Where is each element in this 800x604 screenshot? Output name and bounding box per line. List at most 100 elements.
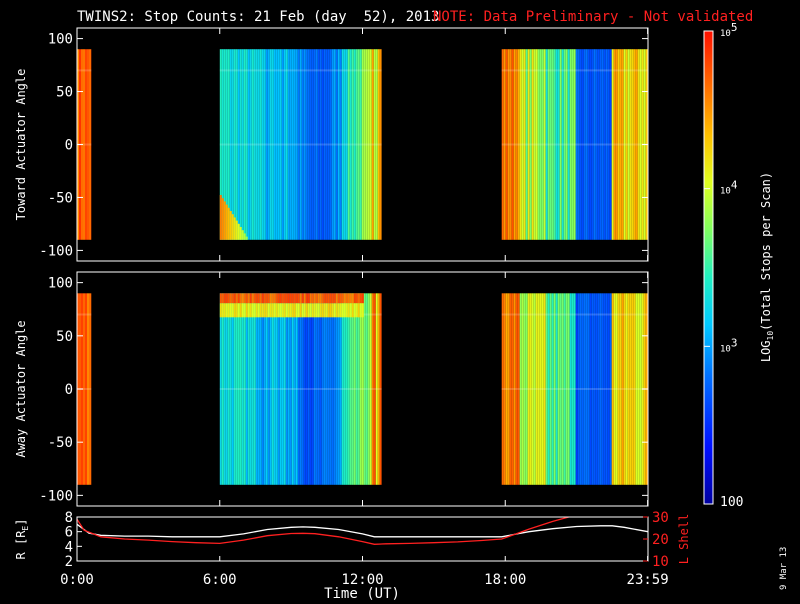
- heatmap-feature: [292, 293, 294, 303]
- heatmap-feature: [224, 201, 226, 239]
- heatmap-feature: [288, 293, 290, 303]
- heatmap-feature: [338, 293, 340, 303]
- heatmap-feature: [306, 303, 308, 317]
- heatmap-feature: [280, 293, 282, 303]
- heatmap-feature: [248, 293, 250, 303]
- heatmap-feature: [300, 293, 302, 303]
- heatmap-feature: [242, 230, 244, 240]
- heatmap-feature: [242, 293, 244, 303]
- heatmap-feature: [246, 293, 248, 303]
- heatmap-feature: [296, 293, 298, 303]
- date-stamp: 9 Mar 13: [779, 547, 789, 590]
- heatmap-feature: [240, 227, 242, 240]
- l-shell-line: [77, 515, 577, 545]
- tick-base: 10: [720, 344, 731, 354]
- heatmap-feature: [270, 303, 272, 317]
- x-tick-label: 23:59: [627, 572, 669, 588]
- y-tick-label: 4: [65, 539, 73, 555]
- tick-exponent: 3: [731, 336, 738, 349]
- heatmap-feature: [272, 293, 274, 303]
- heatmap-feature: [308, 303, 310, 317]
- heatmap-feature: [360, 303, 362, 317]
- heatmap-feature: [234, 303, 236, 317]
- heatmap-feature: [274, 303, 276, 317]
- heatmap-feature: [244, 293, 246, 303]
- heatmap-feature: [244, 303, 246, 317]
- heatmap-feature: [256, 293, 258, 303]
- heatmap-feature: [320, 303, 322, 317]
- heatmap-feature: [310, 293, 312, 303]
- heatmap-feature: [338, 303, 340, 317]
- x-tick-label: 0:00: [60, 572, 94, 588]
- heatmap-feature: [252, 303, 254, 317]
- heatmap-feature: [324, 293, 326, 303]
- heatmap-feature: [246, 303, 248, 317]
- y-axis-label: Toward Actuator Angle: [14, 69, 28, 221]
- heatmap-feature: [330, 303, 332, 317]
- heatmap-feature: [294, 293, 296, 303]
- heatmap-feature: [292, 303, 294, 317]
- heatmap-feature: [354, 293, 356, 303]
- heatmap-feature: [276, 293, 278, 303]
- y-tick-label: 0: [65, 382, 73, 398]
- heatmap-feature: [224, 293, 226, 303]
- heatmap-feature: [232, 303, 234, 317]
- tick-base: 10: [720, 187, 731, 197]
- heatmap-feature: [298, 293, 300, 303]
- heatmap-band: [502, 144, 648, 146]
- heatmap-feature: [344, 303, 346, 317]
- heatmap-feature: [330, 293, 332, 303]
- heatmap-feature: [274, 293, 276, 303]
- y-tick-label: 20: [652, 532, 669, 548]
- heatmap-feature: [308, 293, 310, 303]
- y-tick-label: 0: [65, 138, 73, 154]
- heatmap-feature: [346, 303, 348, 317]
- heatmap-feature: [346, 293, 348, 303]
- heatmap-feature: [230, 211, 232, 240]
- heatmap-feature: [236, 303, 238, 317]
- heatmap-feature: [280, 303, 282, 317]
- heatmap-feature: [334, 303, 336, 317]
- heatmap-feature: [250, 293, 252, 303]
- heatmap-feature: [238, 303, 240, 317]
- heatmap-feature: [268, 303, 270, 317]
- heatmap-feature: [268, 293, 270, 303]
- heatmap-feature: [276, 303, 278, 317]
- heatmap-feature: [352, 293, 354, 303]
- x-tick-label: 6:00: [203, 572, 237, 588]
- panel-frame: [77, 517, 648, 561]
- heatmap-feature: [316, 303, 318, 317]
- heatmap-feature: [314, 293, 316, 303]
- heatmap-feature: [232, 214, 234, 240]
- heatmap-feature: [324, 303, 326, 317]
- y-tick-label: 6: [65, 525, 73, 541]
- heatmap-feature: [344, 293, 346, 303]
- heatmap-feature: [348, 303, 350, 317]
- heatmap-feature: [322, 293, 324, 303]
- heatmap-feature: [304, 293, 306, 303]
- heatmap-feature: [226, 293, 228, 303]
- x-tick-label: 18:00: [484, 572, 526, 588]
- heatmap-feature: [226, 303, 228, 317]
- heatmap-band: [502, 388, 648, 390]
- heatmap-feature: [222, 293, 224, 303]
- heatmap-feature: [236, 221, 238, 240]
- heatmap-feature: [326, 303, 328, 317]
- heatmap-feature: [260, 303, 262, 317]
- heatmap-feature: [282, 293, 284, 303]
- heatmap-feature: [228, 303, 230, 317]
- heatmap-feature: [312, 293, 314, 303]
- heatmap-feature: [264, 293, 266, 303]
- heatmap-feature: [298, 303, 300, 317]
- heatmap-feature: [354, 303, 356, 317]
- heatmap-feature: [262, 303, 264, 317]
- label-part: ]: [14, 519, 28, 526]
- heatmap-band: [502, 314, 648, 316]
- heatmap-segment: [502, 49, 648, 240]
- heatmap-feature: [234, 217, 236, 239]
- heatmap-feature: [322, 303, 324, 317]
- heatmap-feature: [326, 293, 328, 303]
